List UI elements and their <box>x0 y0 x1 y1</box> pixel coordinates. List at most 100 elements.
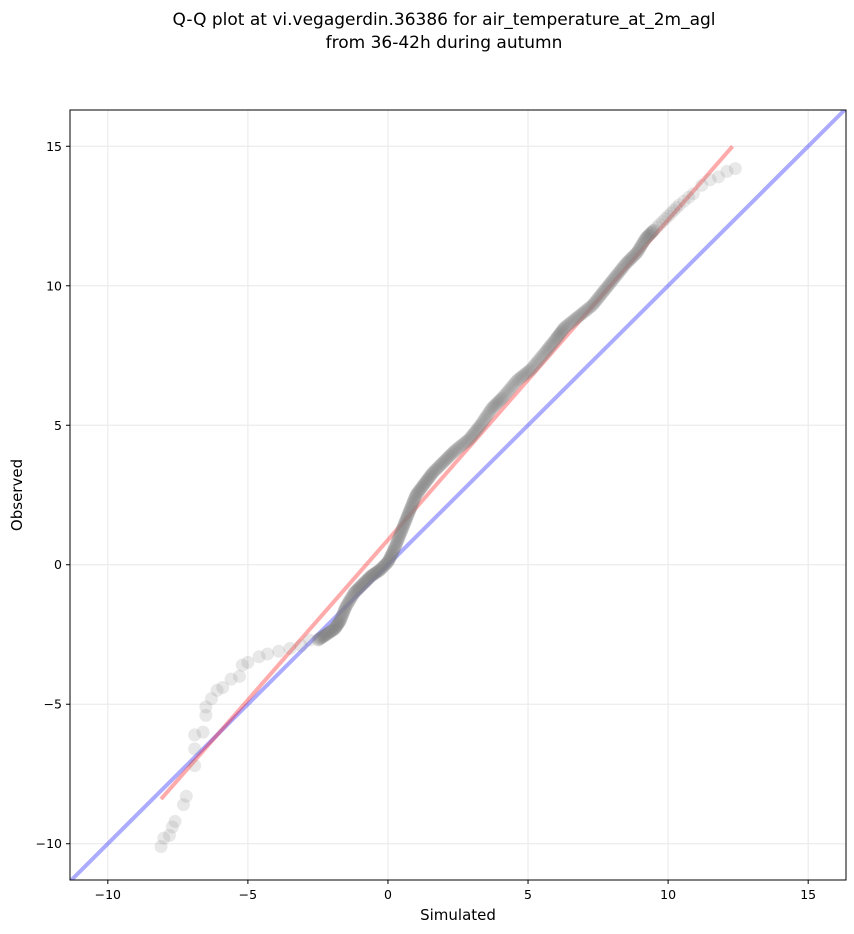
quantile-point <box>403 502 417 516</box>
quantile-point <box>491 395 505 409</box>
quantile-point <box>622 253 636 267</box>
quantile-point <box>443 449 457 463</box>
quantile-point <box>547 335 561 349</box>
quantile-point <box>524 362 538 376</box>
quantile-point <box>393 528 407 542</box>
quantile-point <box>398 516 412 530</box>
quantile-point <box>508 375 522 389</box>
quantile-point <box>653 217 667 231</box>
quantile-point <box>368 566 382 580</box>
quantile-point <box>549 332 563 346</box>
quantile-point <box>601 279 615 293</box>
quantile-point <box>416 479 430 493</box>
quantile-point <box>382 554 396 568</box>
quantile-point <box>506 379 520 393</box>
quantile-point <box>369 566 383 580</box>
quantile-point <box>328 622 342 636</box>
axis-ticks: −10 −5 0 5 10 15 −10 −5 0 5 10 15 <box>36 139 817 902</box>
quantile-point <box>514 370 528 384</box>
quantile-point <box>421 472 435 486</box>
quantile-point <box>364 569 378 583</box>
quantile-point <box>334 612 348 626</box>
quantile-point <box>357 576 371 590</box>
x-tick-label: 15 <box>800 887 816 902</box>
quantile-point <box>235 658 249 672</box>
quantile-point <box>324 624 338 638</box>
quantile-point <box>355 578 369 592</box>
quantile-point <box>613 263 627 277</box>
quantile-point <box>359 574 373 588</box>
quantile-point <box>470 422 484 436</box>
quantile-point <box>597 284 611 298</box>
quantile-point <box>333 614 347 628</box>
quantile-point <box>478 412 492 426</box>
quantile-point <box>455 438 469 452</box>
quantile-point <box>527 359 541 373</box>
quantile-point <box>188 728 202 742</box>
quantile-point <box>342 594 356 608</box>
quantile-point <box>529 356 543 370</box>
quantile-point <box>627 249 641 263</box>
quantile-point <box>347 587 361 601</box>
quantile-point <box>403 503 417 517</box>
quantile-point <box>360 573 374 587</box>
quantile-point <box>425 467 439 481</box>
quantile-point <box>552 327 566 341</box>
quantile-point <box>487 399 501 413</box>
quantile-point <box>495 391 509 405</box>
quantile-point <box>404 501 418 515</box>
quantile-point <box>667 203 681 217</box>
quantile-point <box>620 255 634 269</box>
quantile-point <box>407 494 421 508</box>
quantile-point <box>712 170 726 184</box>
quantile-point <box>570 311 584 325</box>
quantile-point <box>540 343 554 357</box>
quantile-point <box>475 417 489 431</box>
quantile-point <box>294 639 308 653</box>
quantile-point <box>412 485 425 499</box>
quantile-point <box>188 759 202 773</box>
quantile-point <box>352 581 366 595</box>
quantile-point <box>406 496 420 510</box>
quantile-point <box>430 461 444 475</box>
quantile-point <box>385 547 399 561</box>
quantile-point <box>168 814 182 828</box>
quantile-point <box>399 513 413 527</box>
quantile-point <box>419 475 433 489</box>
quantile-point <box>472 420 486 434</box>
quantile-point <box>644 226 658 240</box>
quantile-point <box>283 641 297 655</box>
quantile-point <box>606 273 620 287</box>
quantile-point <box>518 367 532 381</box>
quantile-point <box>224 672 238 686</box>
quantile-point <box>458 436 472 450</box>
quantile-point <box>461 433 475 447</box>
quantile-point <box>358 575 372 589</box>
quantile-point <box>336 608 350 622</box>
quantile-point <box>605 275 619 289</box>
quantile-point <box>447 444 461 458</box>
x-tick-label: −10 <box>95 887 121 902</box>
quantile-point <box>528 357 542 371</box>
quantile-point <box>210 683 224 697</box>
quantile-point <box>603 276 617 290</box>
quantile-point <box>303 633 317 647</box>
quantile-point <box>417 478 431 492</box>
quantile-point <box>317 629 331 643</box>
quantile-point <box>626 250 640 264</box>
quantile-point <box>532 352 546 366</box>
quantile-point <box>486 400 500 414</box>
quantile-point <box>341 597 355 611</box>
quantile-point <box>378 557 392 571</box>
quantile-point <box>329 620 343 634</box>
quantile-point <box>412 484 426 498</box>
quantile-point <box>695 178 709 192</box>
quantile-point <box>489 397 503 411</box>
quantile-point <box>554 325 568 339</box>
reference-lines <box>70 110 846 880</box>
quantile-point <box>535 349 549 363</box>
quantile-point <box>463 431 477 445</box>
quantile-point <box>415 480 429 494</box>
quantile-point <box>459 434 473 448</box>
one-to-one-line <box>70 110 846 880</box>
